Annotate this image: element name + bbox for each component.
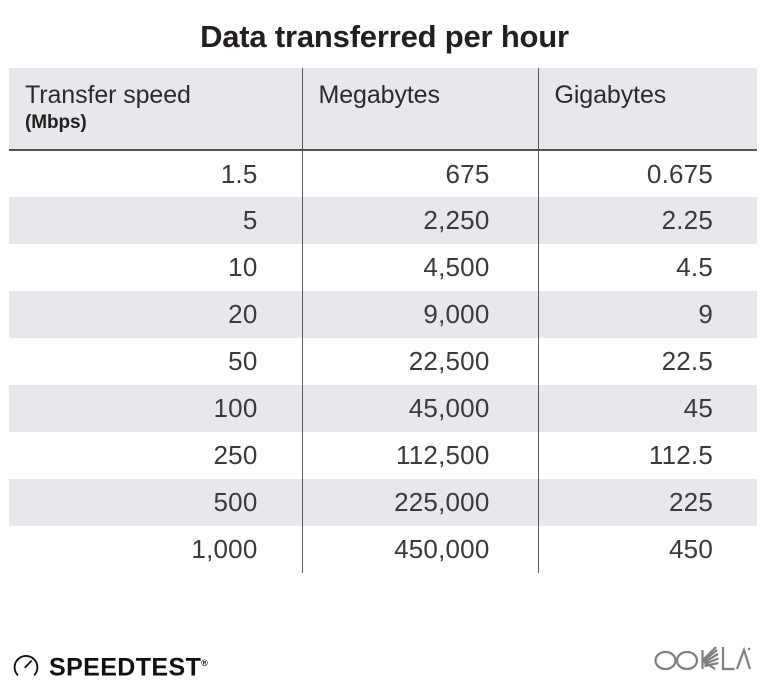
cell-megabytes: 22,500 [301,338,538,385]
table-row: 50 22,500 22.5 [9,338,757,385]
table-body: 1.5 675 0.675 5 2,250 2.25 10 4,500 4.5 … [9,150,757,573]
column-header-transfer-speed-unit: (Mbps) [25,112,87,133]
cell-transfer-speed: 10 [228,252,258,282]
cell-gigabytes: 9 [537,291,757,338]
table-row: 500 225,000 225 [9,479,757,526]
speedtest-logo: SPEEDTEST® [12,650,208,680]
cell-transfer-speed: 500 [213,487,258,517]
speedtest-trademark-mark: ® [201,657,208,668]
cell-gigabytes: 22.5 [537,338,757,385]
cell-transfer-speed: 1.5 [220,158,258,189]
cell-megabytes: 675 [301,150,538,197]
cell-megabytes: 450,000 [301,526,538,573]
cell-transfer-speed: 1,000 [191,534,258,564]
column-header-gigabytes: Gigabytes [537,68,757,151]
table-row: 250 112,500 112.5 [9,432,757,479]
cell-megabytes: 112,500 [301,432,538,479]
column-header-megabytes-label: Megabytes [318,81,440,109]
table-row: 20 9,000 9 [9,291,757,338]
cell-megabytes: 2,250 [301,197,538,244]
page-title: Data transferred per hour [200,19,569,54]
cell-gigabytes: 450 [537,526,757,573]
data-table: Transfer speed (Mbps) Megabytes Gigabyte… [9,68,757,573]
cell-transfer-speed: 250 [213,440,258,470]
cell-megabytes: 225,000 [301,479,538,526]
footer: SPEEDTEST® [0,620,769,698]
cell-transfer-speed: 100 [213,393,258,423]
table-row: 1,000 450,000 450 [9,526,757,573]
cell-megabytes: 9,000 [301,291,538,338]
cell-transfer-speed: 20 [228,299,258,329]
cell-gigabytes: 225 [537,479,757,526]
cell-gigabytes: 0.675 [537,150,757,197]
column-header-gigabytes-label: Gigabytes [554,81,667,109]
data-table-container: Transfer speed (Mbps) Megabytes Gigabyte… [9,68,757,573]
cell-gigabytes: 112.5 [537,432,757,479]
cell-transfer-speed: 5 [242,205,258,235]
speedometer-icon [13,654,39,676]
column-header-transfer-speed-label: Transfer speed [25,81,191,109]
column-header-transfer-speed: Transfer speed (Mbps) [9,68,302,151]
cell-gigabytes: 2.25 [537,197,757,244]
table-row: 5 2,250 2.25 [9,197,757,244]
cell-gigabytes: 45 [537,385,757,432]
table-row: 10 4,500 4.5 [9,244,757,291]
cell-megabytes: 45,000 [301,385,538,432]
table-header: Transfer speed (Mbps) Megabytes Gigabyte… [9,68,757,151]
table-row: 100 45,000 45 [9,385,757,432]
cell-transfer-speed: 50 [228,346,258,376]
table-row: 1.5 675 0.675 [9,150,757,197]
speedtest-wordmark-text: SPEEDTEST [49,653,202,681]
speedtest-wordmark: SPEEDTEST® [49,650,208,680]
ookla-logo [654,646,751,671]
table-header-row: Transfer speed (Mbps) Megabytes Gigabyte… [9,68,757,151]
cell-megabytes: 4,500 [301,244,538,291]
column-header-megabytes: Megabytes [301,68,538,151]
cell-gigabytes: 4.5 [537,244,757,291]
